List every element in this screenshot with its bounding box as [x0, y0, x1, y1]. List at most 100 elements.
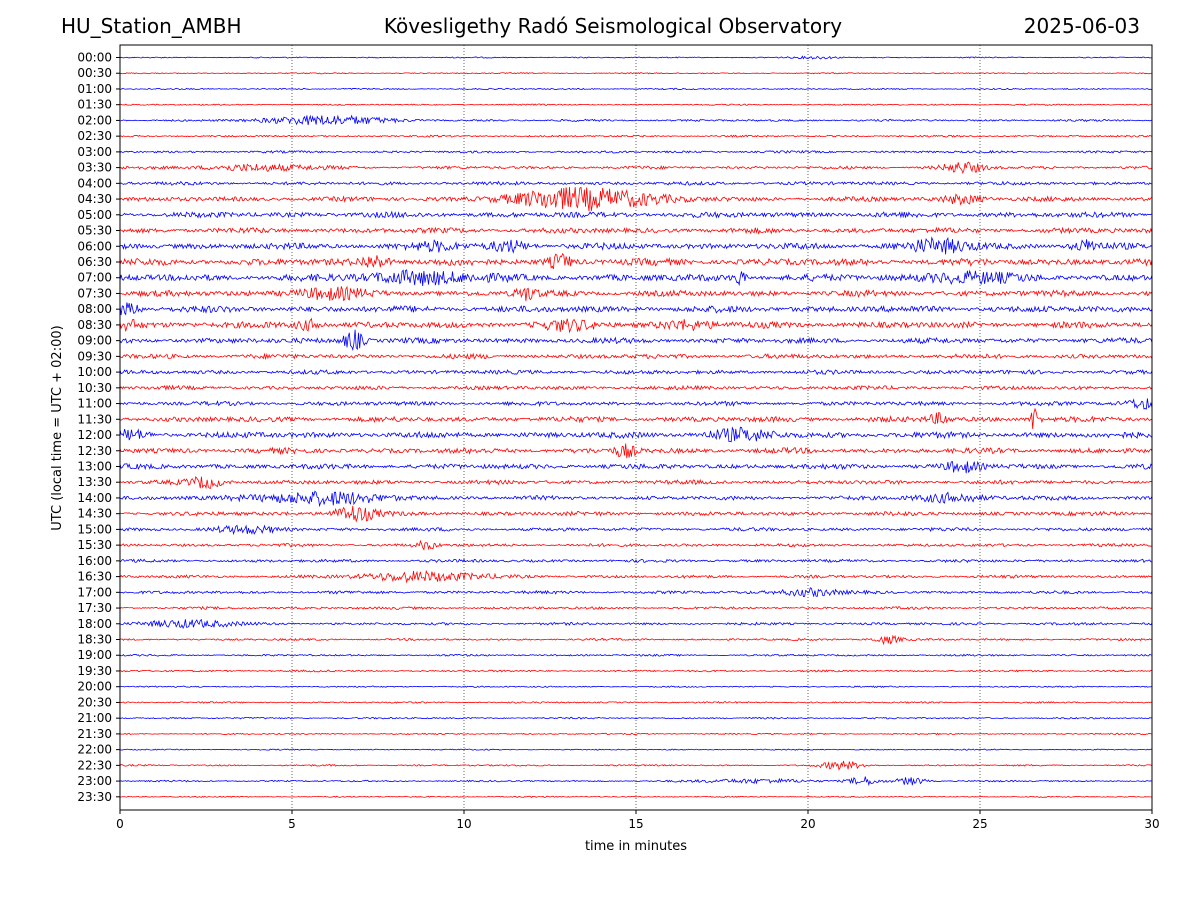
trace-row [119, 352, 1153, 361]
row-time-label: 05:30 [77, 224, 112, 238]
x-tick-label: 20 [800, 817, 815, 831]
row-time-label: 21:30 [77, 727, 112, 741]
trace-row [119, 329, 1153, 352]
trace-row [119, 524, 1153, 536]
row-time-label: 17:00 [77, 585, 112, 599]
row-time-label: 08:30 [77, 318, 112, 332]
row-time-label: 03:00 [77, 145, 112, 159]
row-time-label: 06:30 [77, 255, 112, 269]
row-time-label: 12:00 [77, 428, 112, 442]
row-time-label: 02:30 [77, 129, 112, 143]
row-time-label: 09:30 [77, 349, 112, 363]
row-time-label: 09:00 [77, 334, 112, 348]
trace-row [119, 426, 1153, 443]
row-time-label: 08:00 [77, 302, 112, 316]
trace-row [119, 72, 1153, 75]
row-time-label: 04:30 [77, 192, 112, 206]
trace-row [119, 653, 1153, 657]
row-time-label: 03:30 [77, 161, 112, 175]
trace-row [119, 732, 1152, 736]
trace-row [119, 634, 1153, 646]
x-tick-label: 30 [1144, 817, 1159, 831]
trace-row [119, 587, 1153, 598]
trace-row [119, 285, 1153, 302]
row-time-label: 00:30 [77, 66, 112, 80]
trace-row [119, 748, 1153, 751]
trace-row [119, 701, 1153, 704]
x-tick-label: 0 [116, 817, 124, 831]
trace-row [119, 618, 1153, 630]
row-time-label: 07:30 [77, 286, 112, 300]
trace-row [119, 760, 1153, 771]
row-time-label: 12:30 [77, 444, 112, 458]
grid-lines [291, 45, 981, 810]
row-time-label: 19:00 [77, 648, 112, 662]
row-time-label: 16:30 [77, 570, 112, 584]
row-time-label: 18:30 [77, 633, 112, 647]
row-time-label: 05:00 [77, 208, 112, 222]
x-tick-label: 10 [456, 817, 471, 831]
trace-row [119, 407, 1153, 429]
trace-row [119, 252, 1153, 270]
row-time-label: 10:00 [77, 365, 112, 379]
row-time-label: 04:00 [77, 176, 112, 190]
x-tick-label: 15 [628, 817, 643, 831]
trace-row [119, 149, 1153, 154]
trace-row [119, 605, 1153, 611]
x-axis-label: time in minutes [585, 839, 687, 854]
row-time-label: 01:30 [77, 98, 112, 112]
row-time-label: 17:30 [77, 601, 112, 615]
trace-row [119, 476, 1153, 490]
trace-row [119, 114, 1153, 126]
trace-row [119, 302, 1153, 316]
trace-row [119, 490, 1153, 508]
trace-row [119, 236, 1153, 255]
trace-row [119, 716, 1153, 720]
x-axis-ticks: 0 5 10 15 20 25 30 [116, 810, 1160, 831]
row-time-label: 15:00 [77, 522, 112, 536]
trace-row [119, 443, 1153, 459]
row-time-label: 20:30 [77, 695, 112, 709]
seismic-traces [119, 55, 1153, 798]
trace-row [119, 226, 1153, 235]
trace-row [119, 384, 1153, 391]
trace-row [119, 669, 1153, 673]
trace-row [119, 210, 1153, 219]
row-time-label: 00:00 [77, 51, 112, 65]
x-tick-label: 25 [972, 817, 987, 831]
row-time-label: 11:00 [77, 397, 112, 411]
trace-row [119, 776, 1153, 787]
trace-row [119, 161, 1153, 175]
row-time-label: 22:00 [77, 743, 112, 757]
trace-row [119, 55, 1153, 60]
trace-row [119, 685, 1153, 689]
trace-row [119, 539, 1153, 551]
row-time-label: 02:00 [77, 113, 112, 127]
row-time-label: 14:30 [77, 507, 112, 521]
trace-row [119, 103, 1153, 106]
row-time-label: 13:00 [77, 459, 112, 473]
row-time-label: 10:30 [77, 381, 112, 395]
row-time-label: 23:00 [77, 774, 112, 788]
row-time-label: 23:30 [77, 790, 112, 804]
row-time-label: 20:00 [77, 680, 112, 694]
y-axis-label: UTC (local time = UTC + 02:00) [50, 325, 65, 530]
station-name: HU_Station_AMBH [61, 14, 242, 38]
trace-row [119, 398, 1153, 410]
trace-row [119, 569, 1153, 584]
row-time-label: 14:00 [77, 491, 112, 505]
row-time-label: 19:30 [77, 664, 112, 678]
trace-row [119, 134, 1153, 138]
trace-row [119, 368, 1153, 376]
trace-row [119, 87, 1153, 91]
trace-row [119, 180, 1153, 186]
row-time-label: 01:00 [77, 82, 112, 96]
trace-row [119, 505, 1153, 523]
row-time-label: 13:30 [77, 475, 112, 489]
row-time-label: 22:30 [77, 758, 112, 772]
row-time-label: 15:30 [77, 538, 112, 552]
row-time-label: 16:00 [77, 554, 112, 568]
trace-row [119, 317, 1153, 334]
chart-title: Kövesligethy Radó Seismological Observat… [383, 14, 843, 38]
